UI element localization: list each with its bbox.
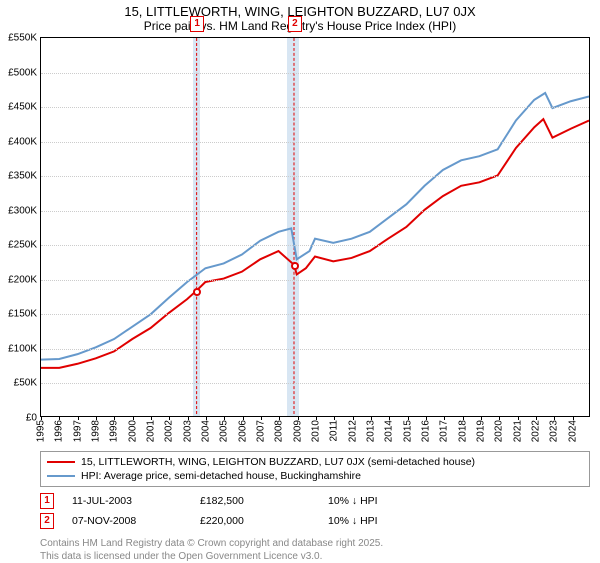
legend-swatch — [47, 461, 75, 463]
x-axis-label: 2014 — [384, 420, 395, 442]
y-axis-label: £200K — [8, 274, 37, 285]
x-axis-label: 2002 — [164, 420, 175, 442]
x-axis-label: 1997 — [72, 420, 83, 442]
gridline — [41, 142, 589, 143]
copyright-line-2: This data is licensed under the Open Gov… — [40, 550, 590, 563]
gridline — [41, 280, 589, 281]
transaction-price: £220,000 — [200, 515, 310, 527]
x-axis-label: 2004 — [201, 420, 212, 442]
x-axis-label: 2018 — [457, 420, 468, 442]
x-axis-label: 1996 — [54, 420, 65, 442]
x-axis-label: 2000 — [127, 420, 138, 442]
x-axis-label: 2006 — [237, 420, 248, 442]
gridline — [41, 245, 589, 246]
x-axis-label: 2008 — [274, 420, 285, 442]
x-axis-label: 2023 — [549, 420, 560, 442]
y-axis-label: £450K — [8, 102, 37, 113]
y-axis-label: £100K — [8, 343, 37, 354]
copyright-line-1: Contains HM Land Registry data © Crown c… — [40, 537, 590, 550]
x-axis-label: 2022 — [531, 420, 542, 442]
x-axis-label: 2017 — [439, 420, 450, 442]
legend-row: 15, LITTLEWORTH, WING, LEIGHTON BUZZARD,… — [47, 455, 583, 469]
x-axis-label: 2005 — [219, 420, 230, 442]
y-axis-label: £150K — [8, 309, 37, 320]
marker-dot — [291, 262, 299, 270]
x-axis-label: 2015 — [402, 420, 413, 442]
legend-label: 15, LITTLEWORTH, WING, LEIGHTON BUZZARD,… — [81, 456, 475, 468]
gridline — [41, 383, 589, 384]
x-axis-label: 2021 — [512, 420, 523, 442]
legend-swatch — [47, 475, 75, 477]
line-layer — [41, 38, 589, 416]
transaction-date: 07-NOV-2008 — [72, 515, 182, 527]
gridline — [41, 211, 589, 212]
chart-plot-wrap: £0£50K£100K£150K£200K£250K£300K£350K£400… — [40, 37, 590, 417]
x-axis-label: 1999 — [109, 420, 120, 442]
x-axis-label: 2020 — [494, 420, 505, 442]
chart-container: 15, LITTLEWORTH, WING, LEIGHTON BUZZARD,… — [0, 0, 600, 560]
plot-area: £0£50K£100K£150K£200K£250K£300K£350K£400… — [40, 37, 590, 417]
gridline — [41, 107, 589, 108]
y-axis-label: £250K — [8, 240, 37, 251]
legend-row: HPI: Average price, semi-detached house,… — [47, 469, 583, 483]
legend-box: 15, LITTLEWORTH, WING, LEIGHTON BUZZARD,… — [40, 451, 590, 487]
y-axis-label: £350K — [8, 171, 37, 182]
x-axis-label: 2019 — [476, 420, 487, 442]
marker-flag: 1 — [190, 16, 204, 32]
y-axis-label: £400K — [8, 136, 37, 147]
y-axis-label: £500K — [8, 67, 37, 78]
x-axis-label: 2016 — [421, 420, 432, 442]
x-axis-label: 1995 — [36, 420, 47, 442]
transaction-delta: 10% ↓ HPI — [328, 515, 378, 527]
series-hpi — [41, 93, 589, 360]
transaction-row: 1 11-JUL-2003 £182,500 10% ↓ HPI — [40, 491, 590, 511]
x-axis-label: 2003 — [182, 420, 193, 442]
x-axis-label: 1998 — [91, 420, 102, 442]
x-axis-label: 2009 — [292, 420, 303, 442]
x-axis-label: 2013 — [366, 420, 377, 442]
copyright-text: Contains HM Land Registry data © Crown c… — [40, 537, 590, 563]
x-axis-label: 2011 — [329, 420, 340, 442]
gridline — [41, 349, 589, 350]
gridline — [41, 176, 589, 177]
gridline — [41, 314, 589, 315]
transaction-date: 11-JUL-2003 — [72, 495, 182, 507]
transaction-price: £182,500 — [200, 495, 310, 507]
x-axis-label: 2024 — [567, 420, 578, 442]
y-axis-label: £50K — [14, 378, 37, 389]
x-axis-label: 2010 — [311, 420, 322, 442]
marker-dot — [193, 288, 201, 296]
x-axis-label: 2007 — [256, 420, 267, 442]
legend-label: HPI: Average price, semi-detached house,… — [81, 470, 361, 482]
y-axis-label: £550K — [8, 33, 37, 44]
transaction-row: 2 07-NOV-2008 £220,000 10% ↓ HPI — [40, 511, 590, 531]
series-price_paid — [41, 119, 589, 368]
transaction-delta: 10% ↓ HPI — [328, 495, 378, 507]
marker-flag: 2 — [288, 16, 302, 32]
gridline — [41, 73, 589, 74]
transactions-table: 1 11-JUL-2003 £182,500 10% ↓ HPI 2 07-NOV-200… — [40, 491, 590, 531]
marker-flag: 1 — [40, 493, 54, 509]
y-axis-label: £300K — [8, 205, 37, 216]
marker-flag: 2 — [40, 513, 54, 529]
x-axis-label: 2001 — [146, 420, 157, 442]
x-axis-label: 2012 — [347, 420, 358, 442]
